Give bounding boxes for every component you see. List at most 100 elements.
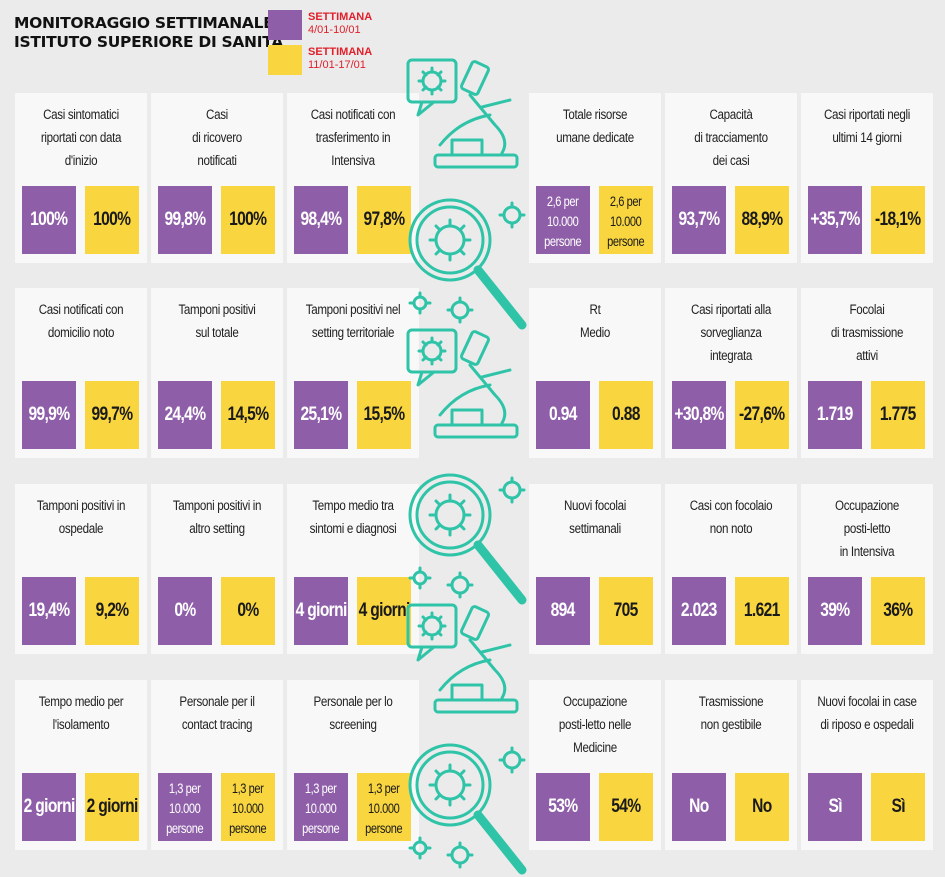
value-text: 39% <box>820 600 850 621</box>
week2-value: 1.775 <box>871 381 925 449</box>
value-text: -18,1% <box>875 209 921 230</box>
value-text: 97,8% <box>363 209 406 230</box>
week1-value: 39% <box>808 577 862 645</box>
microscope-icon <box>406 58 519 169</box>
week1-value: 0.94 <box>536 381 590 449</box>
metric-card: Capacità di tracciamento dei casi 93,7% 88… <box>665 93 797 263</box>
week2-value: -18,1% <box>871 186 925 254</box>
metric-label: Tamponi positivi in altro setting <box>172 498 262 536</box>
week2-value: 100% <box>85 186 139 254</box>
week1-value: +35,7% <box>808 186 862 254</box>
metric-card: Casi sintomatici riportati con data d'in… <box>15 93 147 263</box>
science-decoration <box>406 58 527 875</box>
metric-card: Tamponi positivi nel setting territorial… <box>287 288 419 458</box>
metric-card: Tempo medio tra sintomi e diagnosi 4 gior… <box>287 484 419 654</box>
week2-value: Sì <box>871 773 925 841</box>
value-text: 2 giorni <box>86 796 138 817</box>
metric-label: Rt Medio <box>580 302 610 340</box>
value-text: Sì <box>891 796 905 817</box>
magnifier-virus-icon <box>408 198 527 330</box>
metric-label: Tamponi positivi nel setting territorial… <box>305 302 401 340</box>
week2-value: 99,7% <box>85 381 139 449</box>
week1-value: 0% <box>158 577 212 645</box>
value-text: 2,6 per 10.000 persone <box>607 194 645 249</box>
value-text: 1.719 <box>817 404 853 425</box>
value-text: 100% <box>30 209 68 230</box>
week2-value: 14,5% <box>221 381 275 449</box>
value-text: No <box>752 796 772 817</box>
metric-label: Casi notificati con trasferimento in Int… <box>310 107 396 168</box>
week2-value: 0.88 <box>599 381 653 449</box>
value-text: 1.621 <box>744 600 780 621</box>
metric-card: Nuovi focolai in case di riposo e ospeda… <box>801 680 933 850</box>
value-text: +35,7% <box>810 209 860 230</box>
metric-card: Casi con focolaio non noto 2.023 1.621 <box>665 484 797 654</box>
week1-value: 100% <box>22 186 76 254</box>
metric-label: Casi di ricovero notificati <box>192 107 242 168</box>
microscope-icon <box>406 603 519 714</box>
metric-label: Tempo medio per l'isolamento <box>38 694 124 732</box>
metric-card: Personale per il contact tracing 1,3 per … <box>151 680 283 850</box>
magnifier-virus-icon <box>408 473 527 605</box>
metric-card: Casi di ricovero notificati 99,8% 100% <box>151 93 283 263</box>
metric-card: Focolai di trasmissione attivi 1.719 1.775 <box>801 288 933 458</box>
week1-value: 53% <box>536 773 590 841</box>
legend-swatch-week2 <box>268 45 302 75</box>
metric-card: Casi notificati con trasferimento in Int… <box>287 93 419 263</box>
week1-value: 1.719 <box>808 381 862 449</box>
value-text: 2.023 <box>681 600 717 621</box>
week2-value: 2,6 per 10.000 persone <box>599 186 653 254</box>
week1-value: +30,8% <box>672 381 726 449</box>
value-text: 19,4% <box>28 600 71 621</box>
metric-card: Casi notificati con domicilio noto 99,9% 9… <box>15 288 147 458</box>
value-text: 9,2% <box>95 600 130 621</box>
microscope-icon <box>406 328 519 439</box>
week1-value: 25,1% <box>294 381 348 449</box>
value-text: 4 giorni <box>358 600 410 621</box>
legend-label-week2: SETTIMANA 11/01-17/01 <box>308 46 373 71</box>
metric-card: Totale risorse umane dedicate 2,6 per 10.… <box>529 93 661 263</box>
week1-value: 99,8% <box>158 186 212 254</box>
week2-value: 1.621 <box>735 577 789 645</box>
value-text: 15,5% <box>363 404 406 425</box>
value-text: 100% <box>93 209 131 230</box>
metric-card: Casi riportati negli ultimi 14 giorni +35… <box>801 93 933 263</box>
metric-card: Tamponi positivi sul totale 24,4% 14,5% <box>151 288 283 458</box>
magnifier-virus-icon <box>408 743 527 875</box>
metric-card: Nuovi focolai settimanali 894 705 <box>529 484 661 654</box>
value-text: 2,6 per 10.000 persone <box>544 194 582 249</box>
week2-value: 100% <box>221 186 275 254</box>
metric-card: Casi riportati alla sorveglianza integra… <box>665 288 797 458</box>
metric-label: Focolai di trasmissione attivi <box>830 302 904 363</box>
value-text: 0.88 <box>612 404 640 425</box>
metric-label: Casi riportati alla sorveglianza integra… <box>691 302 771 363</box>
week1-value: Sì <box>808 773 862 841</box>
week2-value: 54% <box>599 773 653 841</box>
week2-value: 97,8% <box>357 186 411 254</box>
value-text: 894 <box>550 600 576 621</box>
week1-value: 24,4% <box>158 381 212 449</box>
week1-value: 98,4% <box>294 186 348 254</box>
week2-value: No <box>735 773 789 841</box>
legend-swatch-week1 <box>268 10 302 40</box>
value-text: 1,3 per 10.000 persone <box>229 781 267 836</box>
value-text: 88,9% <box>741 209 784 230</box>
value-text: 53% <box>548 796 578 817</box>
value-text: 54% <box>611 796 641 817</box>
metric-card: Tamponi positivi in ospedale 19,4% 9,2% <box>15 484 147 654</box>
value-text: 99,8% <box>164 209 207 230</box>
metric-label: Totale risorse umane dedicate <box>556 107 634 145</box>
metric-card: Trasmissione non gestibile No No <box>665 680 797 850</box>
metric-card: Tamponi positivi in altro setting 0% 0% <box>151 484 283 654</box>
value-text: 1,3 per 10.000 persone <box>302 781 340 836</box>
week2-value: 15,5% <box>357 381 411 449</box>
metric-label: Casi riportati negli ultimi 14 giorni <box>823 107 911 145</box>
week2-value: 2 giorni <box>85 773 139 841</box>
legend-label-week1: SETTIMANA 4/01-10/01 <box>308 11 373 36</box>
week2-value: 36% <box>871 577 925 645</box>
value-text: 4 giorni <box>295 600 347 621</box>
value-text: 0% <box>237 600 259 621</box>
metric-label: Casi sintomatici riportati con data d'in… <box>40 107 122 168</box>
value-text: Sì <box>828 796 842 817</box>
value-text: 1.775 <box>880 404 916 425</box>
